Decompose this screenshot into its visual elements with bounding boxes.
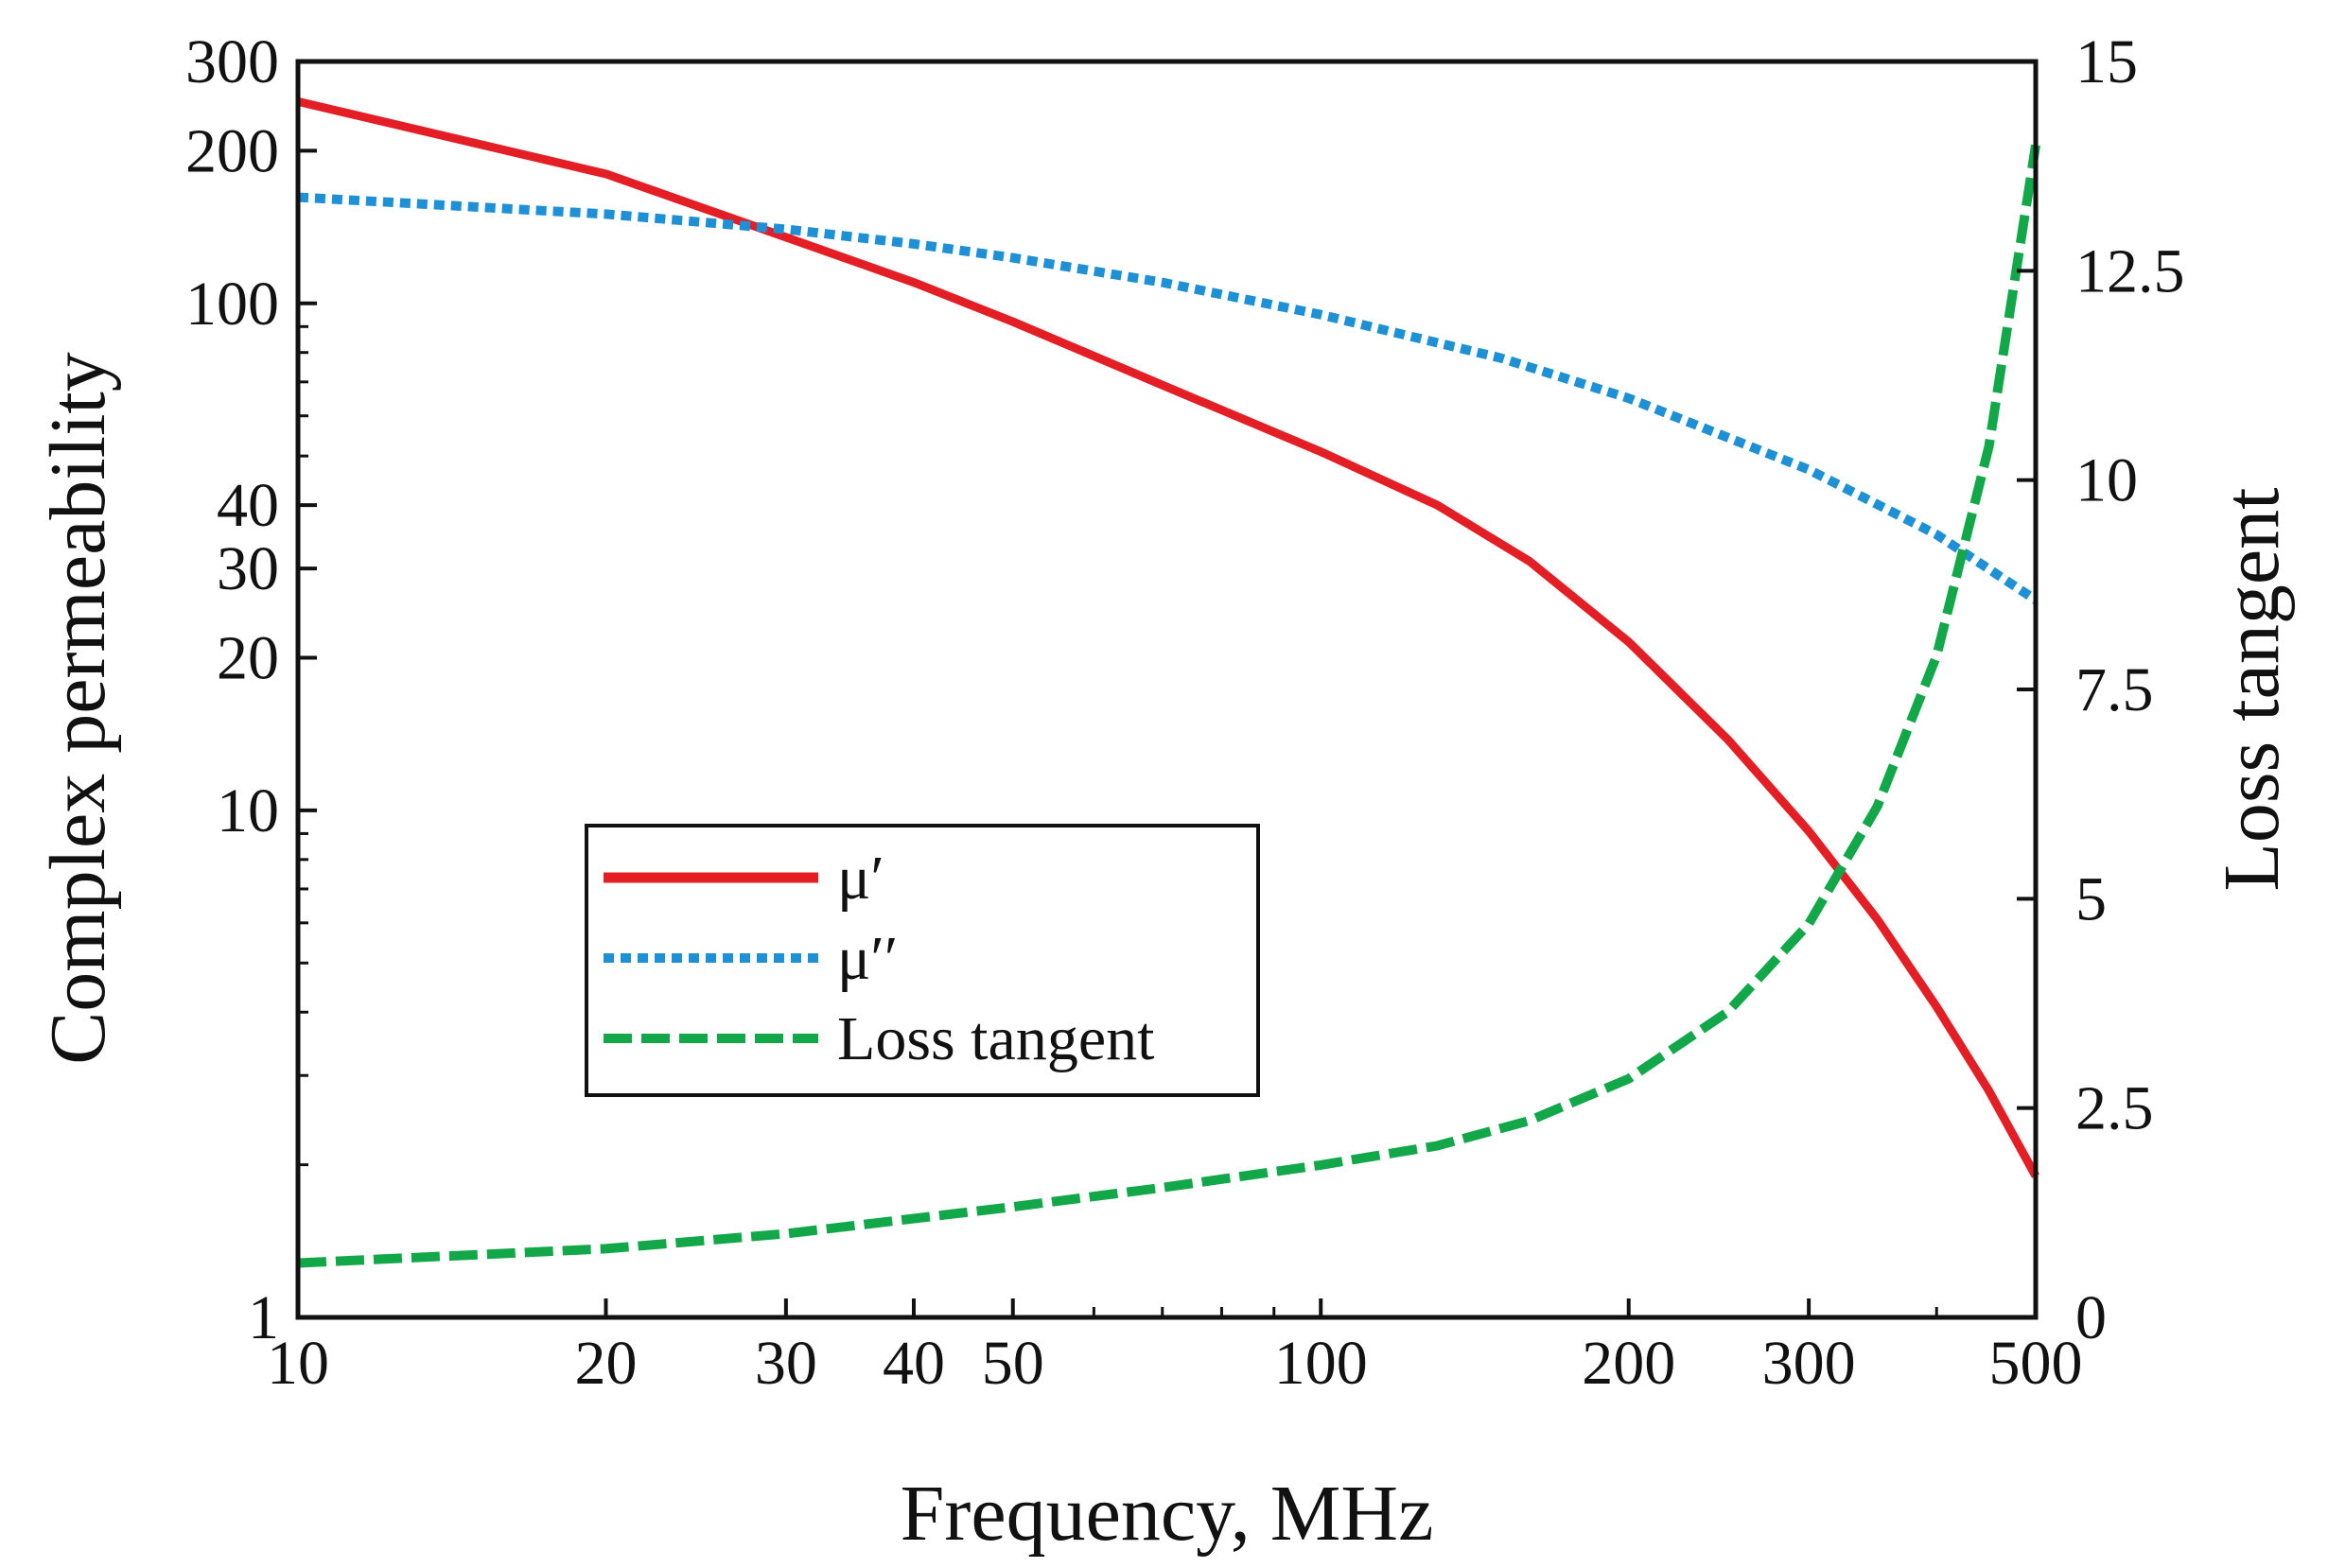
y-right-tick-label-10: 10 — [2075, 446, 2138, 515]
y-left-axis-title: Complex permeability — [34, 352, 122, 1065]
series-line-mu-double-prime — [297, 192, 2039, 604]
plot-frame — [295, 59, 2039, 1320]
series-line-loss-tangent — [297, 144, 2040, 1268]
y-left-tick-label-300: 300 — [185, 27, 279, 96]
y-right-tick-label-5: 5 — [2075, 864, 2107, 933]
y-left-tick-label-30: 30 — [217, 534, 279, 603]
y-right-tick-label-0: 0 — [2075, 1283, 2107, 1352]
ticks-layer — [296, 60, 2038, 1319]
x-tick-label-30: 30 — [755, 1329, 817, 1398]
legend-label-mu-prime: μ′ — [837, 844, 884, 913]
plot-lines — [296, 97, 2040, 1268]
x-tick-label-20: 20 — [574, 1329, 637, 1398]
legend: μ′ μ′′ Loss tangent — [585, 824, 1260, 1097]
y-left-tick-label-100: 100 — [185, 270, 279, 339]
x-tick-label-100: 100 — [1274, 1329, 1368, 1398]
y-left-tick-label-200: 200 — [185, 116, 279, 185]
series-line-mu-prime — [296, 97, 2039, 1178]
x-tick-label-300: 300 — [1762, 1329, 1856, 1398]
y-right-axis-title: Loss tangent — [2208, 488, 2296, 892]
y-right-tick-label-2.5: 2.5 — [2075, 1074, 2154, 1143]
y-right-tick-label-12.5: 12.5 — [2075, 236, 2185, 305]
x-tick-label-200: 200 — [1582, 1329, 1675, 1398]
x-tick-label-500: 500 — [1989, 1329, 2083, 1398]
y-left-tick-label-1: 1 — [248, 1283, 279, 1352]
x-tick-label-10: 10 — [267, 1329, 329, 1398]
x-tick-label-40: 40 — [883, 1329, 945, 1398]
y-left-tick-label-20: 20 — [217, 624, 279, 693]
y-left-tick-label-10: 10 — [217, 776, 279, 845]
legend-label-loss-tangent: Loss tangent — [837, 1004, 1154, 1073]
y-left-tick-label-40: 40 — [217, 471, 279, 540]
y-right-tick-label-15: 15 — [2075, 27, 2138, 96]
x-tick-label-50: 50 — [982, 1329, 1044, 1398]
y-right-tick-label-7.5: 7.5 — [2075, 655, 2154, 724]
tick-labels-layer: 10 20 30 40 50 100 200 300 500110203040100200300… — [185, 27, 2185, 1398]
legend-label-mu-double-prime: μ′′ — [837, 924, 898, 993]
x-axis-title: Frequency, MHz — [901, 1470, 1434, 1558]
